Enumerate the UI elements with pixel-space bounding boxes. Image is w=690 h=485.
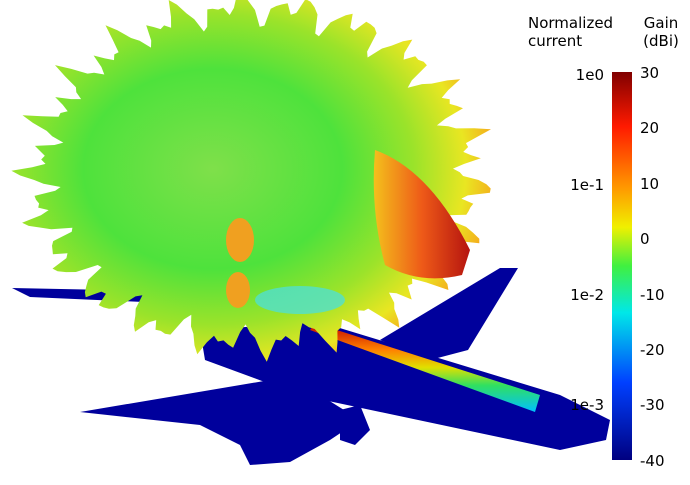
current-tick-label: 1e-2 [570, 286, 604, 304]
lobe-spot [226, 272, 250, 308]
gain-tick-label: -30 [640, 396, 665, 415]
gain-tick-label: -10 [640, 285, 665, 304]
current-title: Normalized current [528, 14, 614, 50]
gain-tick-label: -20 [640, 341, 665, 359]
gain-tick-label: 0 [640, 230, 650, 249]
gain-tick-label: 20 [640, 119, 660, 138]
radiation-pattern [11, 0, 491, 362]
gain-title: Gain (dBi) [643, 14, 679, 50]
current-tick-label: 1e-3 [570, 396, 604, 414]
main-lobe [373, 150, 470, 279]
current-tick-label: 1e-1 [570, 176, 604, 194]
lobe-spot [226, 218, 254, 262]
current-tick-label: 1e0 [575, 66, 604, 84]
current-stripe [310, 323, 540, 412]
gain-tick-label: 10 [640, 174, 660, 193]
gain-tick-label: -40 [640, 451, 665, 470]
lobe-spot [255, 286, 345, 314]
aircraft [12, 268, 610, 465]
gain-tick-label: 30 [640, 64, 660, 82]
colorbar [612, 72, 632, 460]
